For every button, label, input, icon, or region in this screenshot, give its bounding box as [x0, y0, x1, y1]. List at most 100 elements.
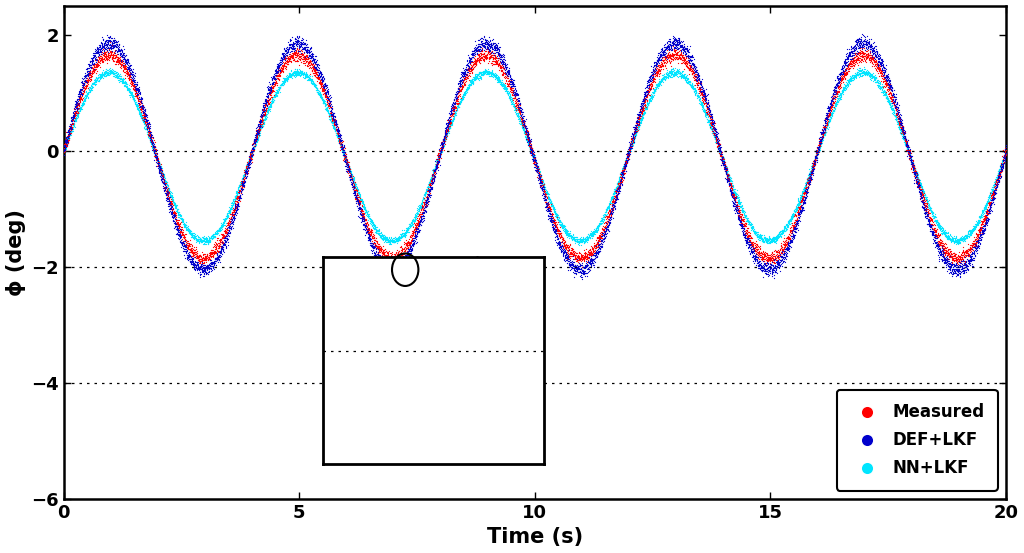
Point	[749, 259, 765, 268]
Point	[290, 68, 306, 77]
Point	[409, 227, 425, 236]
Point	[275, 53, 292, 61]
Point	[271, 65, 288, 74]
Point	[777, 241, 794, 249]
Point	[773, 228, 790, 237]
Point	[115, 65, 131, 74]
Point	[688, 74, 705, 82]
Point	[475, 69, 492, 77]
Point	[155, 171, 171, 180]
Point	[106, 68, 123, 77]
Point	[260, 104, 276, 113]
Point	[62, 127, 79, 136]
Point	[707, 133, 723, 142]
Point	[943, 260, 959, 269]
Point	[341, 166, 357, 175]
Point	[780, 234, 797, 243]
Point	[323, 117, 339, 126]
Point	[896, 139, 912, 148]
Point	[805, 161, 821, 170]
Point	[250, 121, 266, 130]
Point	[638, 104, 654, 113]
Point	[751, 231, 767, 240]
Point	[182, 233, 199, 242]
Point	[264, 82, 281, 91]
Point	[879, 93, 895, 102]
Point	[428, 163, 444, 171]
Point	[390, 249, 407, 258]
Point	[650, 80, 667, 89]
Point	[154, 168, 170, 176]
Point	[543, 207, 559, 216]
Point	[265, 97, 282, 106]
Point	[266, 80, 283, 88]
Point	[795, 202, 811, 211]
Point	[622, 141, 638, 150]
Point	[733, 218, 750, 227]
Point	[712, 149, 728, 158]
Point	[381, 263, 397, 272]
Point	[460, 80, 476, 89]
Point	[452, 87, 468, 96]
Point	[348, 185, 365, 194]
Point	[877, 75, 893, 84]
Point	[371, 229, 387, 238]
Point	[359, 225, 376, 234]
Point	[158, 179, 174, 187]
Point	[112, 46, 128, 55]
Point	[326, 124, 342, 133]
Point	[542, 213, 558, 222]
Point	[396, 228, 413, 237]
Point	[755, 257, 771, 265]
Point	[668, 35, 684, 44]
Point	[555, 255, 571, 264]
Point	[525, 151, 542, 160]
Point	[156, 172, 172, 181]
Point	[961, 251, 977, 259]
Point	[629, 118, 645, 127]
Point	[593, 233, 609, 242]
Point	[587, 241, 603, 250]
Point	[667, 69, 683, 78]
Point	[518, 133, 535, 142]
Point	[336, 147, 352, 156]
Point	[297, 54, 313, 62]
Point	[365, 218, 381, 227]
Point	[227, 192, 244, 201]
Point	[552, 240, 568, 249]
Point	[542, 215, 558, 224]
Point	[703, 118, 720, 127]
Point	[488, 48, 505, 56]
Point	[931, 240, 947, 249]
Point	[764, 234, 780, 243]
Point	[286, 40, 302, 49]
Point	[352, 199, 369, 208]
Point	[963, 226, 979, 235]
Point	[435, 133, 452, 142]
Point	[477, 40, 494, 49]
Point	[318, 100, 335, 108]
Point	[439, 118, 456, 127]
Point	[942, 235, 958, 244]
Point	[710, 138, 726, 147]
Point	[982, 199, 998, 207]
Point	[147, 143, 164, 152]
Point	[651, 55, 668, 64]
Point	[573, 250, 590, 259]
Point	[329, 129, 345, 138]
Point	[752, 260, 768, 269]
Point	[116, 49, 132, 58]
Point	[939, 248, 955, 257]
Point	[729, 191, 745, 200]
Point	[837, 59, 853, 67]
Point	[522, 148, 539, 156]
Point	[675, 67, 691, 76]
Point	[55, 146, 72, 155]
Point	[454, 83, 470, 92]
Point	[660, 41, 677, 50]
Point	[418, 196, 434, 205]
Point	[549, 209, 565, 218]
Point	[338, 155, 354, 164]
Point	[191, 251, 208, 259]
Point	[267, 67, 284, 76]
